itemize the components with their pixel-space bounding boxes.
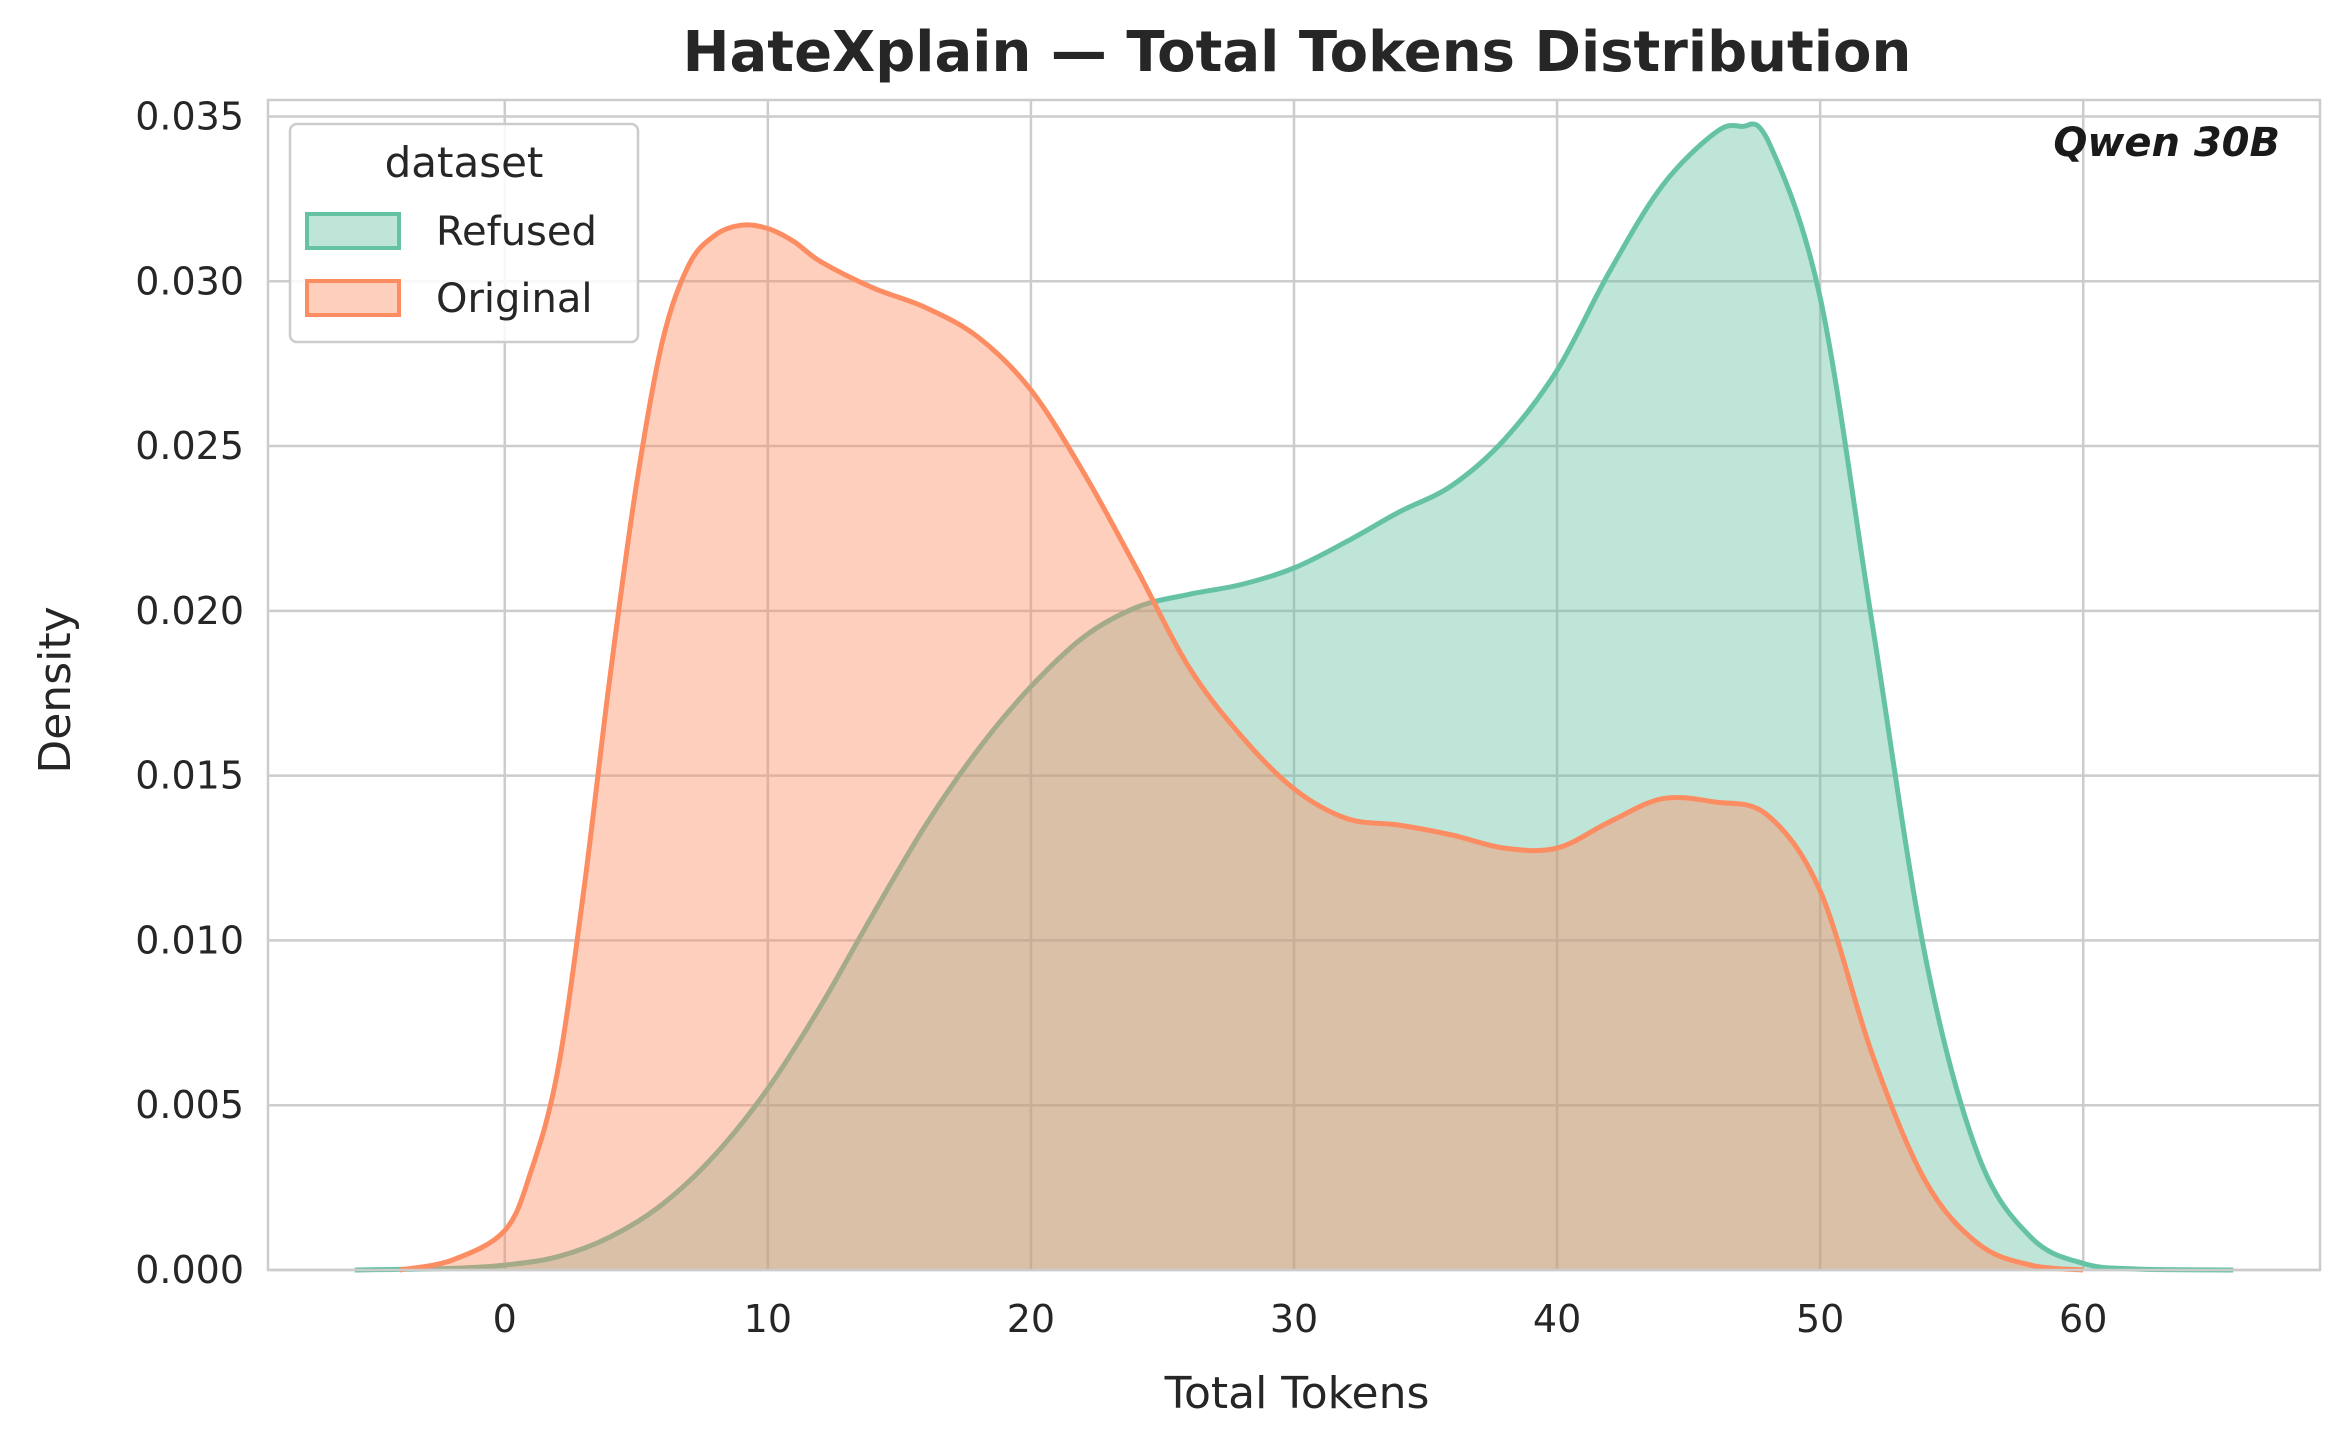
density-line-original — [399, 222, 2084, 1273]
tick-labels: 0 10 20 30 40 50 60 0.000 0.005 0.010 0.015 0.020 0.… — [135, 94, 2107, 1341]
legend-label-refused: Refused — [436, 209, 597, 255]
y-tick-label: 0.000 — [135, 1248, 244, 1292]
legend-swatch-original — [305, 279, 401, 317]
x-axis-label: Total Tokens — [1164, 1368, 1430, 1419]
y-tick-label: 0.010 — [135, 918, 244, 962]
y-axis-label: Density — [30, 606, 81, 773]
legend-swatch-refused — [305, 212, 401, 250]
plot-frame — [266, 98, 2322, 1272]
x-tick-label: 30 — [1270, 1297, 1318, 1341]
y-tick-label: 0.015 — [135, 754, 244, 798]
y-tick-label: 0.020 — [135, 589, 244, 633]
x-tick-label: 60 — [2059, 1297, 2107, 1341]
legend-title: dataset — [385, 138, 544, 187]
chart-title: HateXplain — Total Tokens Distribution — [683, 20, 1912, 85]
x-tick-label: 40 — [1533, 1297, 1581, 1341]
x-tick-label: 10 — [744, 1297, 792, 1341]
y-tick-label: 0.035 — [135, 94, 244, 138]
legend-label-original: Original — [436, 276, 593, 322]
x-tick-label: 20 — [1007, 1297, 1055, 1341]
density-area-original — [399, 224, 2084, 1271]
legend: dataset Refused Original — [288, 122, 640, 344]
y-tick-label: 0.005 — [135, 1083, 244, 1127]
model-annotation: Qwen 30B — [2053, 120, 2280, 166]
y-tick-label: 0.025 — [135, 424, 244, 468]
legend-box — [288, 122, 640, 344]
x-tick-label: 0 — [493, 1297, 517, 1341]
density-area-refused — [354, 123, 2234, 1271]
density-line-refused — [354, 121, 2234, 1273]
y-tick-label: 0.030 — [135, 259, 244, 303]
series-areas — [354, 121, 2234, 1273]
x-tick-label: 50 — [1796, 1297, 1844, 1341]
